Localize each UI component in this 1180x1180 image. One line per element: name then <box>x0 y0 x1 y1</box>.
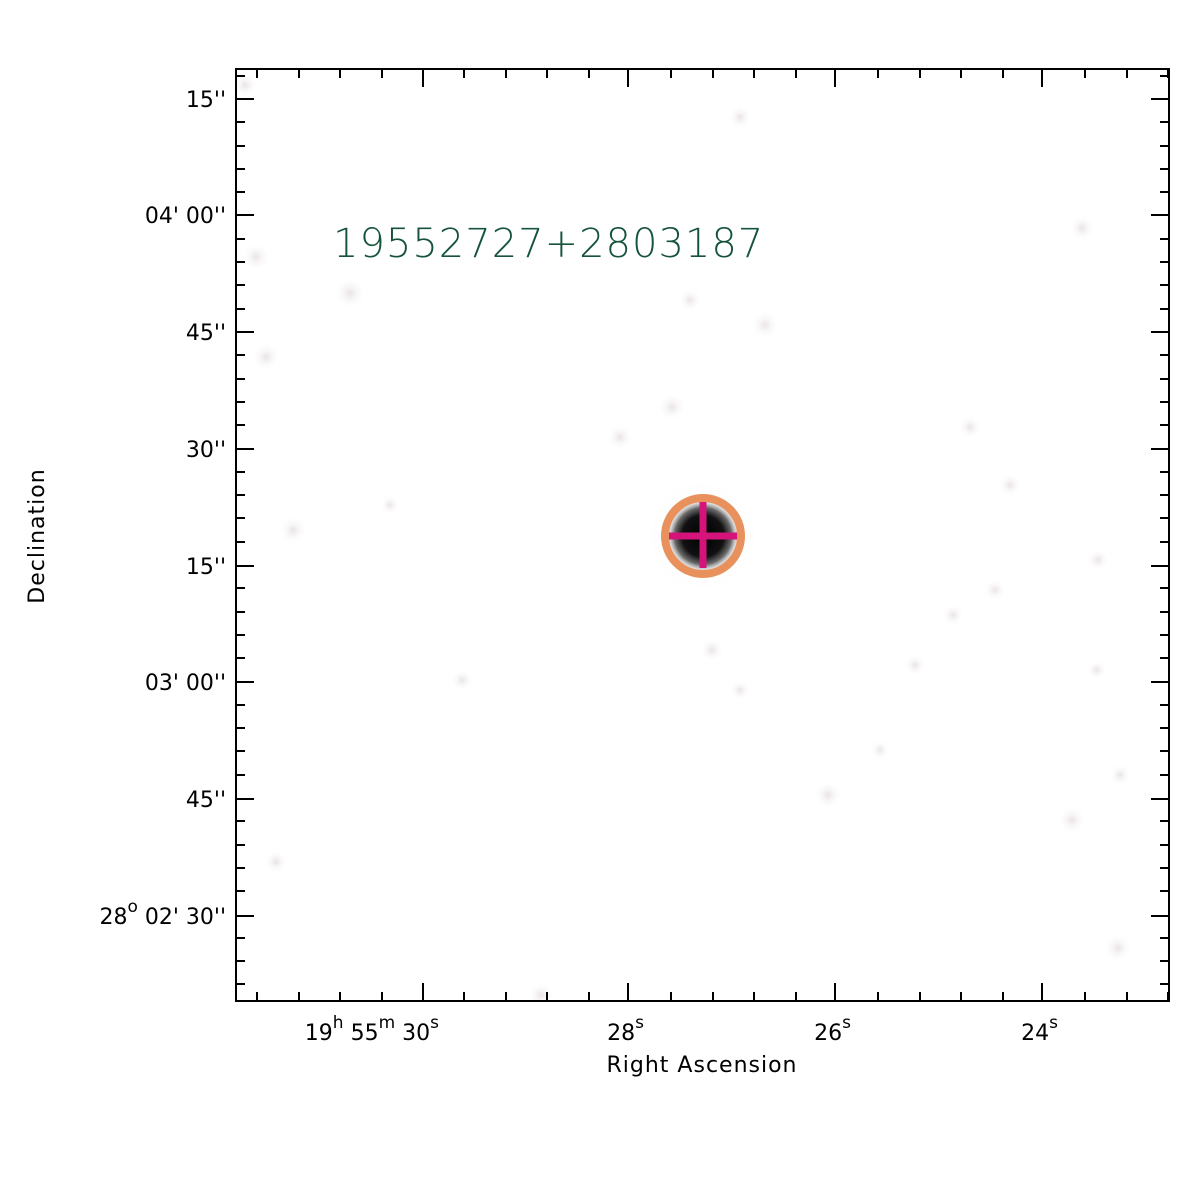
x-tick-label: 24s <box>1021 1013 1058 1046</box>
y-tick-label: 45'' <box>186 788 226 813</box>
y-axis-title: Declination <box>25 468 50 603</box>
crosshair-marker <box>669 502 737 568</box>
y-tick-label: 15'' <box>186 88 226 113</box>
ra-seconds-unit: s <box>1049 1013 1058 1033</box>
ra-seconds: 30 <box>395 1021 430 1046</box>
x-axis-title: Right Ascension <box>607 1053 798 1078</box>
ra-minutes-unit: m <box>379 1013 396 1033</box>
x-tick-label: 26s <box>814 1013 851 1046</box>
y-tick-label: 15'' <box>186 555 226 580</box>
ra-seconds: 28 <box>607 1021 635 1046</box>
y-tick-label: 28o 02' 30'' <box>99 897 226 930</box>
dec-arcmin-arcsec: 45'' <box>186 321 226 346</box>
dec-arcmin-arcsec: 45'' <box>186 788 226 813</box>
y-tick-label: 30'' <box>186 438 226 463</box>
dec-arcmin-arcsec: 04' 00'' <box>145 204 226 229</box>
ra-hours: 19 <box>305 1021 333 1046</box>
x-tick-label: 19h 55m 30s <box>305 1013 439 1046</box>
ra-seconds-unit: s <box>430 1013 439 1033</box>
ra-hours-unit: h <box>333 1013 344 1033</box>
ra-minutes: 55 <box>344 1021 379 1046</box>
dec-degrees: 28 <box>99 905 127 930</box>
ra-seconds: 24 <box>1021 1021 1049 1046</box>
y-tick-label: 03' 00'' <box>145 671 226 696</box>
x-tick-labels: 19h 55m 30s 28s 26s 24s <box>305 1013 1058 1046</box>
aperture-circle <box>661 494 745 578</box>
dec-arcmin-arcsec: 15'' <box>186 555 226 580</box>
dec-arcmin-arcsec: 30'' <box>186 438 226 463</box>
x-tick-label: 28s <box>607 1013 644 1046</box>
y-tick-label: 45'' <box>186 321 226 346</box>
y-tick-label: 04' 00'' <box>145 204 226 229</box>
dec-arcmin-arcsec: 03' 00'' <box>145 671 226 696</box>
dec-arcmin-arcsec: 02' 30'' <box>138 905 226 930</box>
faint-sources <box>236 73 1132 1001</box>
y-tick-labels: 15'' 04' 00'' 45'' 30'' 15'' 03' 00'' 45'' 28o … <box>99 88 226 930</box>
dec-degree-mark: o <box>127 897 137 917</box>
target-id-label: 19552727+2803187 <box>333 221 764 267</box>
axis-ticks <box>236 69 1169 1001</box>
ra-seconds: 26 <box>814 1021 842 1046</box>
ra-seconds-unit: s <box>635 1013 644 1033</box>
ra-seconds-unit: s <box>842 1013 851 1033</box>
plot-frame <box>235 68 1170 1002</box>
dec-arcmin-arcsec: 15'' <box>186 88 226 113</box>
